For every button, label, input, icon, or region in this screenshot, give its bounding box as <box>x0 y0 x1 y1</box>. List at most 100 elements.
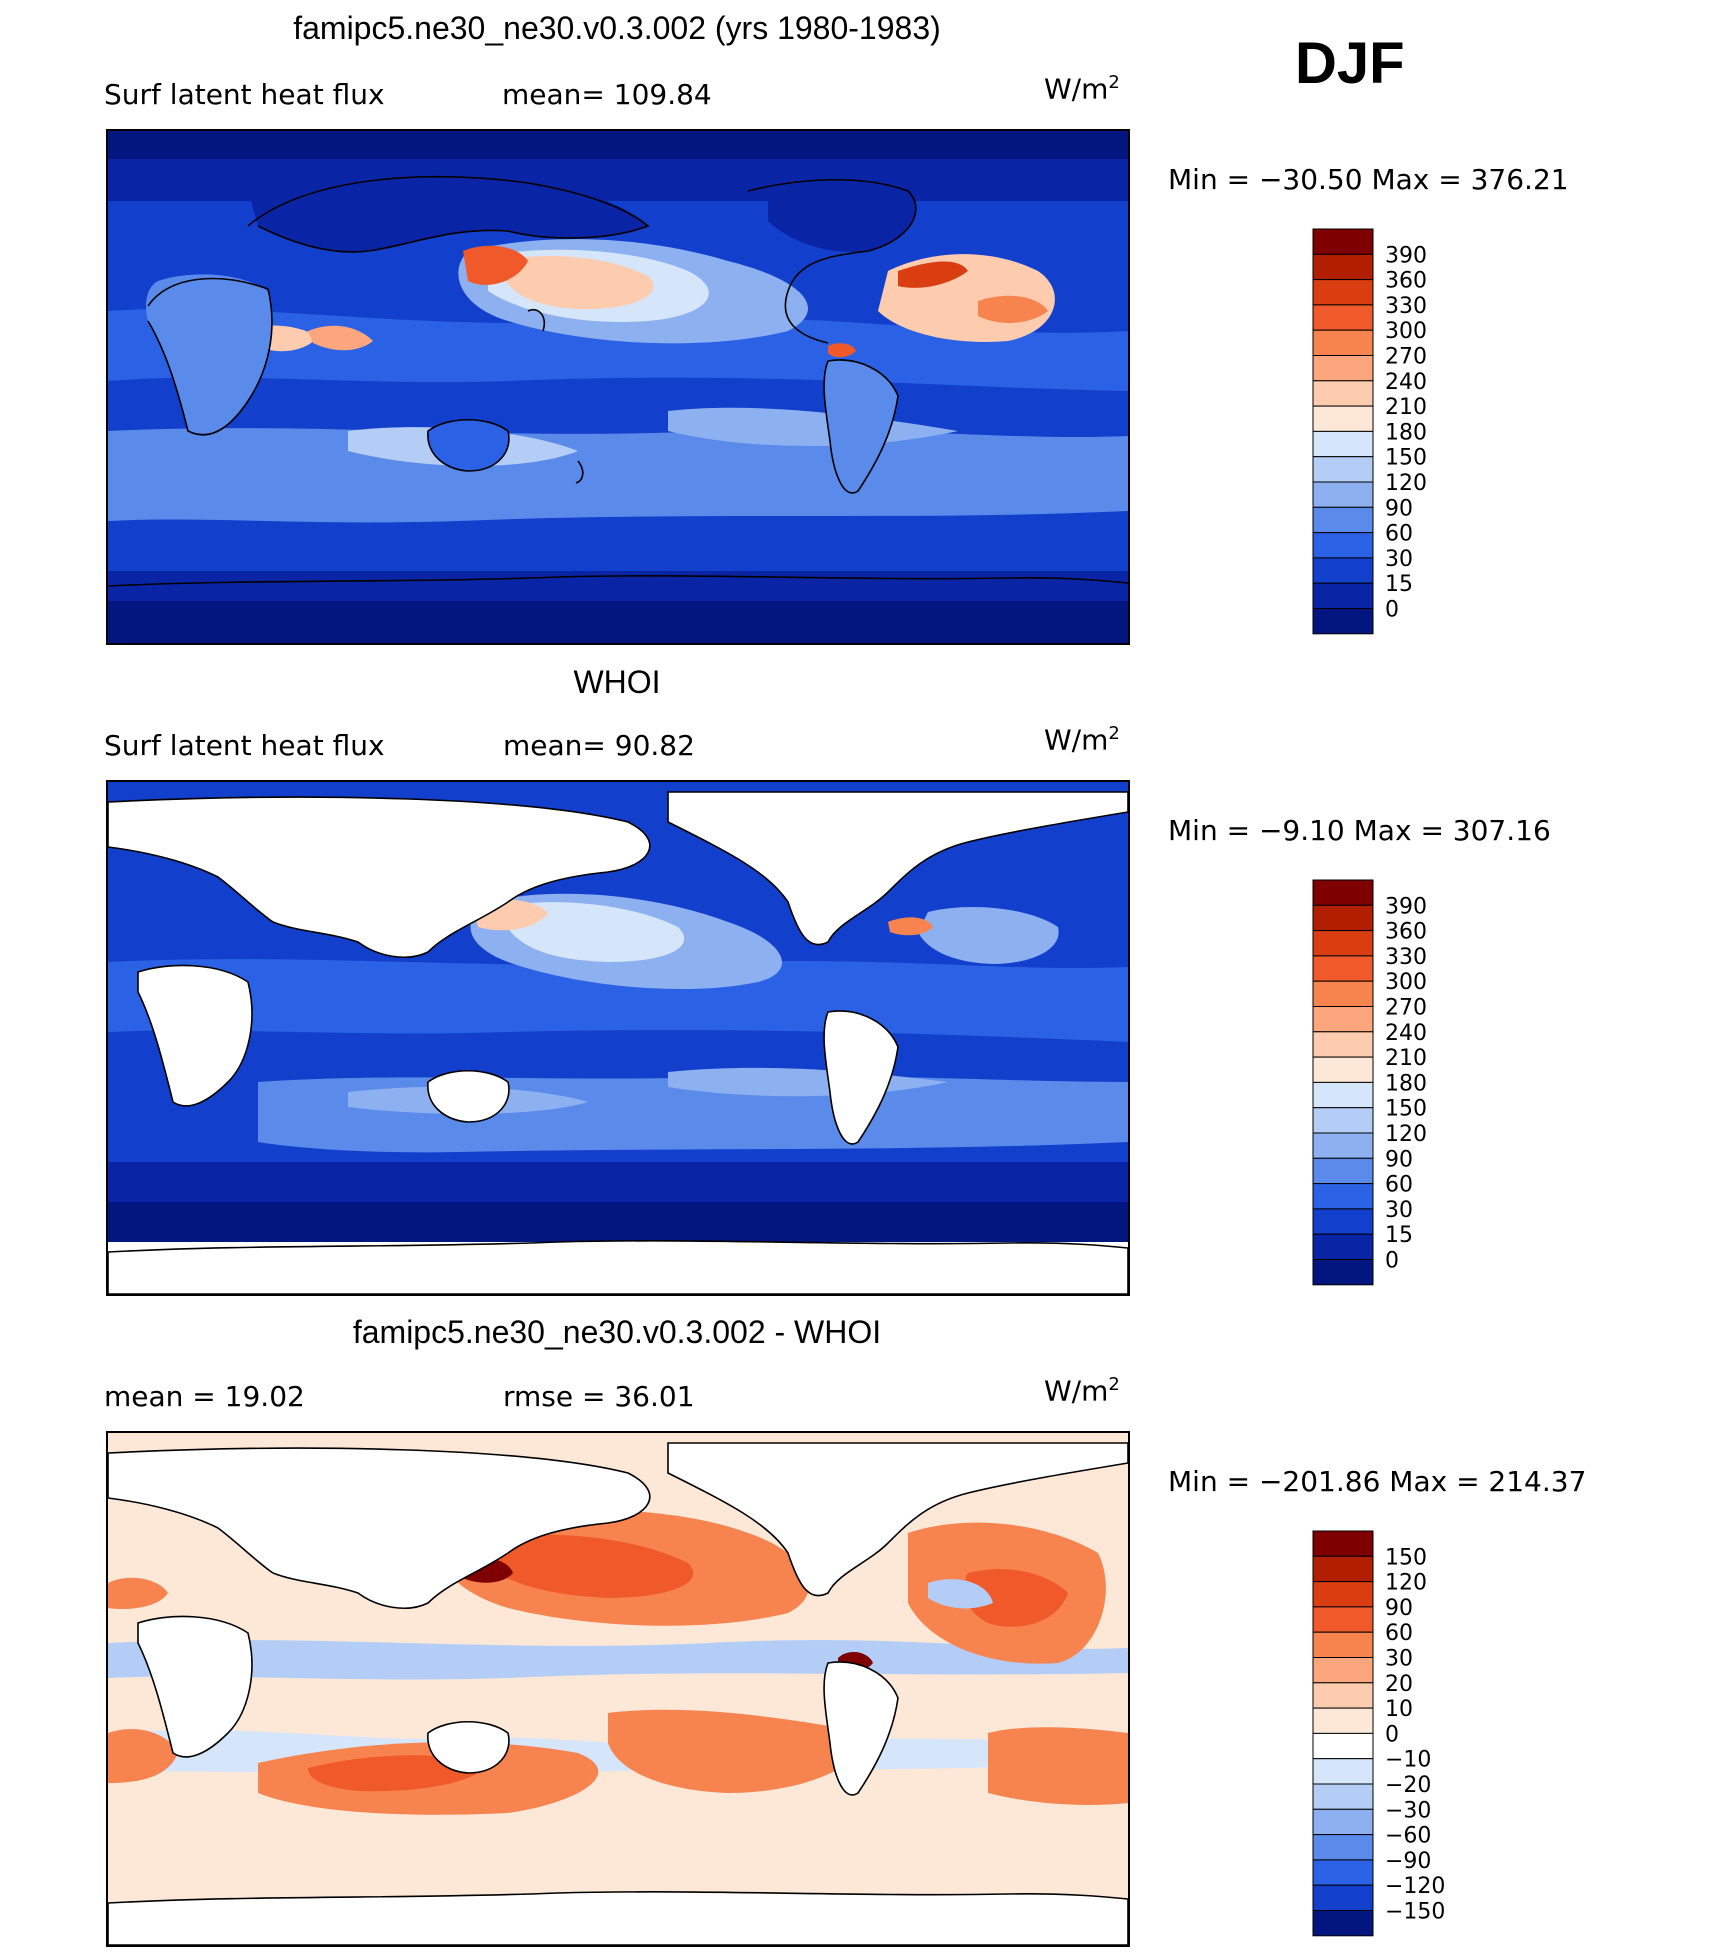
colorbar-tick-label: 60 <box>1385 1173 1413 1198</box>
map-obs-latent-heat <box>106 780 1130 1296</box>
colorbar-tick-label: 150 <box>1385 1097 1427 1122</box>
colorbar-swatch <box>1312 1682 1374 1709</box>
colorbar-swatch <box>1312 430 1374 458</box>
colorbar-swatch <box>1312 1056 1374 1083</box>
colorbar-swatch <box>1312 608 1374 635</box>
colorbar-swatch <box>1312 1530 1374 1557</box>
colorbar-swatch <box>1312 506 1374 534</box>
colorbar-swatch <box>1312 904 1374 932</box>
colorbar-tick-label: 330 <box>1385 945 1427 970</box>
colorbar-tick-label: 60 <box>1385 522 1413 547</box>
colorbar-tick-label: 240 <box>1385 370 1427 395</box>
colorbar-tick-label: 90 <box>1385 1147 1413 1172</box>
colorbar-tick-label: 330 <box>1385 294 1427 319</box>
colorbar-tick-label: 300 <box>1385 319 1427 344</box>
colorbar-tick-label: 120 <box>1385 471 1427 496</box>
panel-title: famipc5.ne30_ne30.v0.3.002 - WHOI <box>352 1314 882 1350</box>
panel-units: W/m2 <box>1044 1374 1120 1408</box>
map-svg <box>108 1433 1128 1945</box>
colorbar-swatch <box>1312 1581 1374 1608</box>
colorbar-swatch <box>1312 253 1374 281</box>
colorbar-tick-label: 90 <box>1385 1596 1413 1621</box>
panel-minmax: Min = −30.50 Max = 376.21 <box>1168 163 1569 196</box>
colorbar-swatch <box>1312 481 1374 508</box>
colorbar-swatch <box>1312 279 1374 306</box>
colorbar-tick-label: 360 <box>1385 269 1427 294</box>
colorbar-swatch <box>1312 1031 1374 1058</box>
panel-title: famipc5.ne30_ne30.v0.3.002 (yrs 1980-198… <box>293 10 941 46</box>
colorbar-swatch <box>1312 456 1374 483</box>
colorbar-tick-label: 30 <box>1385 1647 1413 1672</box>
colorbar-swatch <box>1312 557 1374 584</box>
colorbar-swatch <box>1312 582 1374 610</box>
colorbar-tick-label: 180 <box>1385 420 1427 445</box>
colorbar-swatch <box>1312 1233 1374 1261</box>
map-model-latent-heat <box>106 129 1130 645</box>
colorbar-swatch <box>1312 879 1374 906</box>
colorbar-swatch <box>1312 1132 1374 1159</box>
panel-mean-label: mean= 90.82 <box>503 729 695 762</box>
season-label: DJF <box>1295 31 1405 96</box>
panel-variable-label: Surf latent heat flux <box>104 729 385 762</box>
colorbar-swatch <box>1312 1006 1374 1033</box>
colorbar-tick-label: 150 <box>1385 446 1427 471</box>
colorbar-tick-label: −90 <box>1385 1849 1431 1874</box>
colorbar-swatch <box>1312 930 1374 957</box>
colorbar-tick-label: −150 <box>1385 1900 1445 1925</box>
map-svg <box>108 782 1128 1294</box>
colorbar-tick-label: 390 <box>1385 894 1427 919</box>
colorbar-swatch <box>1312 980 1374 1007</box>
colorbar-swatch <box>1312 1259 1374 1286</box>
colorbar-tick-label: 15 <box>1385 572 1413 597</box>
colorbar-tick-label: 120 <box>1385 1571 1427 1596</box>
colorbar-swatch <box>1312 1157 1374 1185</box>
colorbar-tick-label: 180 <box>1385 1071 1427 1096</box>
panel-mean-label: mean = 19.02 <box>104 1380 305 1413</box>
colorbar-swatch <box>1312 380 1374 407</box>
colorbar-tick-label: 0 <box>1385 1249 1399 1274</box>
panel-units: W/m2 <box>1044 72 1120 106</box>
colorbar-swatch <box>1312 228 1374 255</box>
colorbar-swatch <box>1312 1208 1374 1235</box>
colorbar-tick-label: 270 <box>1385 345 1427 370</box>
panel-mean-label: mean= 109.84 <box>502 78 712 111</box>
colorbar-tick-label: 300 <box>1385 970 1427 995</box>
colorbar-tick-label: 15 <box>1385 1223 1413 1248</box>
colorbar-tick-label: 120 <box>1385 1122 1427 1147</box>
panel-rmse-label: rmse = 36.01 <box>503 1380 695 1413</box>
colorbar-tick-label: 60 <box>1385 1621 1413 1646</box>
colorbar-tick-label: −10 <box>1385 1748 1431 1773</box>
colorbar-swatch <box>1312 405 1374 432</box>
colorbar-tick-label: 270 <box>1385 996 1427 1021</box>
colorbar-tick-label: −30 <box>1385 1798 1431 1823</box>
colorbar-swatch <box>1312 304 1374 331</box>
map-diff-latent-heat <box>106 1431 1130 1947</box>
colorbar-swatch <box>1312 1834 1374 1861</box>
colorbar-swatch <box>1312 532 1374 559</box>
colorbar-tick-label: 20 <box>1385 1672 1413 1697</box>
colorbar-swatch <box>1312 1555 1374 1583</box>
panel-units: W/m2 <box>1044 723 1120 757</box>
map-svg <box>108 131 1128 643</box>
panel-minmax: Min = −201.86 Max = 214.37 <box>1168 1465 1587 1498</box>
colorbar-swatch <box>1312 955 1374 982</box>
colorbar-swatch <box>1312 1884 1374 1912</box>
colorbar-swatch <box>1312 1183 1374 1210</box>
panel-minmax: Min = −9.10 Max = 307.16 <box>1168 814 1551 847</box>
colorbar-tick-label: 0 <box>1385 598 1399 623</box>
colorbar-tick-label: 240 <box>1385 1021 1427 1046</box>
colorbar-tick-label: 90 <box>1385 496 1413 521</box>
colorbar-swatch <box>1312 1808 1374 1836</box>
colorbar-tick-label: 30 <box>1385 547 1413 572</box>
colorbar-swatch <box>1312 1910 1374 1937</box>
colorbar-swatch <box>1312 329 1374 356</box>
colorbar-swatch <box>1312 1081 1374 1109</box>
panel-variable-label: Surf latent heat flux <box>104 78 385 111</box>
colorbar-tick-label: 0 <box>1385 1722 1399 1747</box>
colorbar-tick-label: −20 <box>1385 1773 1431 1798</box>
colorbar-tick-label: 210 <box>1385 395 1427 420</box>
colorbar-swatch <box>1312 1631 1374 1658</box>
